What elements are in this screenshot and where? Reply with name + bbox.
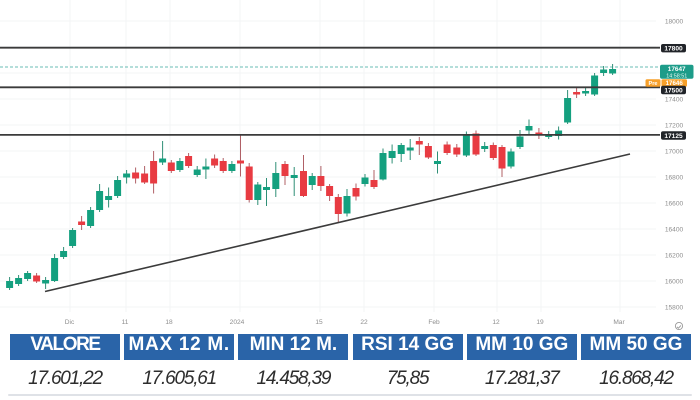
svg-text:16200: 16200 (665, 253, 684, 260)
svg-text:19: 19 (536, 319, 544, 326)
svg-text:2024: 2024 (230, 319, 245, 326)
svg-text:16800: 16800 (665, 175, 684, 182)
svg-text:11: 11 (122, 319, 129, 326)
svg-text:16400: 16400 (665, 227, 684, 234)
svg-text:17125: 17125 (664, 133, 683, 140)
svg-text:18: 18 (165, 319, 173, 326)
svg-text:17000: 17000 (665, 149, 684, 156)
svg-text:Pre: Pre (648, 81, 657, 87)
svg-text:14:58:51: 14:58:51 (666, 74, 687, 80)
svg-text:15: 15 (315, 319, 323, 326)
svg-text:17500: 17500 (664, 87, 683, 94)
svg-text:16000: 16000 (665, 279, 684, 286)
svg-text:17646: 17646 (666, 80, 684, 87)
svg-text:17800: 17800 (664, 46, 683, 53)
svg-text:12: 12 (492, 319, 500, 326)
svg-text:22: 22 (360, 319, 368, 326)
svg-text:16600: 16600 (665, 201, 684, 208)
svg-text:18000: 18000 (665, 19, 684, 26)
svg-text:17200: 17200 (665, 123, 684, 130)
svg-text:17647: 17647 (668, 66, 686, 73)
svg-text:Mar: Mar (613, 319, 625, 326)
svg-text:17400: 17400 (665, 97, 684, 104)
svg-text:Feb: Feb (428, 319, 440, 326)
svg-text:15800: 15800 (665, 305, 684, 312)
svg-text:Dic: Dic (65, 319, 75, 326)
